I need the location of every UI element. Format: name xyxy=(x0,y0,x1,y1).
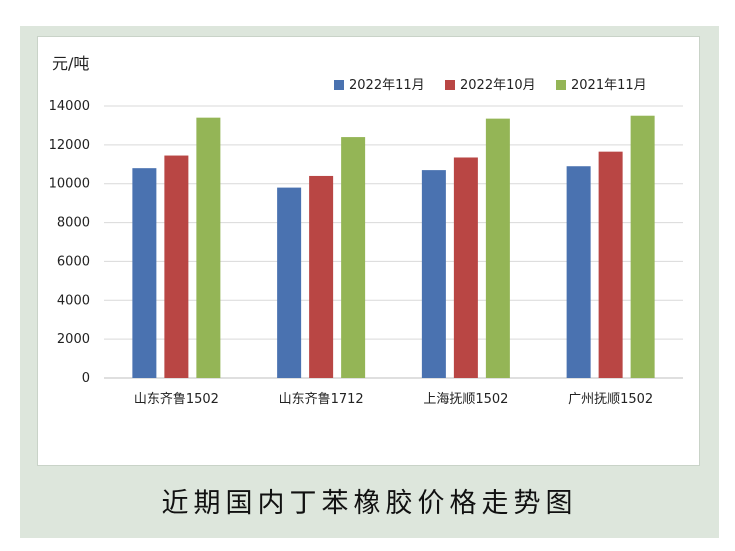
bar xyxy=(309,175,334,378)
bar-chart: 0 2000 4000 6000 8000 10000 12000 14000 元/吨山东齐鲁1… xyxy=(49,54,683,407)
bar xyxy=(566,166,591,378)
bar xyxy=(341,137,366,378)
y-tick-label: 12000 xyxy=(49,138,90,153)
y-axis-unit-label: 元/吨 xyxy=(52,54,89,73)
legend-label: 2021年11月 xyxy=(571,78,647,93)
bar xyxy=(485,118,510,378)
legend-label: 2022年11月 xyxy=(349,78,425,93)
chart-panel: 0 2000 4000 6000 8000 10000 12000 14000 元/吨山东齐鲁1… xyxy=(37,36,700,466)
y-tick-label: 2000 xyxy=(57,332,90,347)
bar xyxy=(630,115,655,378)
x-category-label: 山东齐鲁1712 xyxy=(279,391,364,407)
bar xyxy=(453,157,478,378)
bar xyxy=(277,187,302,378)
legend-swatch xyxy=(556,80,566,90)
bar xyxy=(132,168,157,378)
bar xyxy=(164,155,189,378)
x-category-label: 上海抚顺1502 xyxy=(423,392,508,407)
bar xyxy=(196,117,221,379)
bar xyxy=(598,151,623,378)
legend-swatch xyxy=(334,80,344,90)
y-tick-label: 8000 xyxy=(57,216,90,231)
legend-label: 2022年10月 xyxy=(460,78,536,93)
bar xyxy=(421,170,446,378)
x-category-label: 广州抚顺1502 xyxy=(568,392,653,407)
legend-swatch xyxy=(445,80,455,90)
y-tick-label: 0 xyxy=(82,371,90,386)
y-tick-label: 10000 xyxy=(49,177,90,192)
y-tick-label: 14000 xyxy=(49,99,90,114)
x-category-label: 山东齐鲁1502 xyxy=(134,391,219,407)
y-tick-label: 4000 xyxy=(57,293,90,308)
figure-caption: 近期国内丁苯橡胶价格走势图 xyxy=(161,488,578,519)
y-tick-label: 6000 xyxy=(57,254,90,269)
